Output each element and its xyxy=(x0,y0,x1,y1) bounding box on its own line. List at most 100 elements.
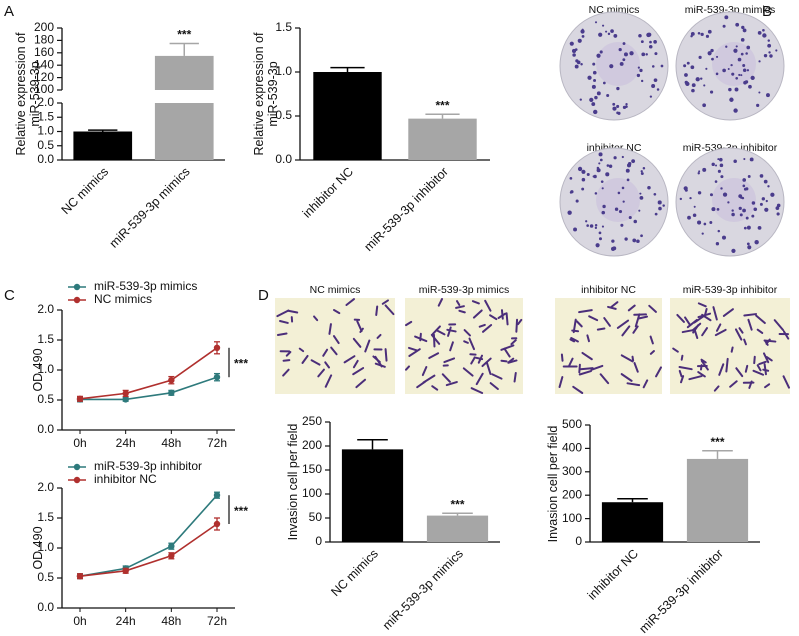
colony xyxy=(731,209,734,212)
point xyxy=(213,344,221,351)
colony xyxy=(700,77,703,80)
colony xyxy=(762,33,767,38)
colony xyxy=(589,97,594,102)
cell xyxy=(484,299,492,312)
cell xyxy=(287,309,299,314)
y-tick-label: 0 xyxy=(315,534,322,548)
cell xyxy=(298,347,305,353)
cell xyxy=(586,334,590,343)
y-tick-label: 1.5 xyxy=(37,510,54,524)
colony xyxy=(618,209,623,214)
y-axis-label: Relative expression of miR-539-3p xyxy=(252,32,280,156)
colony xyxy=(653,192,657,196)
colony xyxy=(575,199,579,203)
cell xyxy=(744,364,749,373)
colony xyxy=(775,49,778,52)
cell xyxy=(384,304,395,316)
colony xyxy=(721,235,727,240)
colony xyxy=(567,210,572,215)
colony xyxy=(569,41,574,46)
cell xyxy=(372,355,381,364)
colony xyxy=(679,197,683,201)
cell xyxy=(324,361,331,369)
y-axis-label: Invasion cell per field xyxy=(546,425,560,542)
panel-letter: D xyxy=(258,287,269,304)
plate-center xyxy=(596,178,640,222)
cell xyxy=(570,336,579,343)
y-tick-label: 400 xyxy=(562,441,582,455)
colony xyxy=(573,227,578,232)
colony xyxy=(598,237,602,241)
colony xyxy=(599,50,603,54)
x-tick-label: 24h xyxy=(116,436,136,450)
colony xyxy=(623,52,628,57)
series-line xyxy=(80,376,218,401)
colony xyxy=(631,159,636,164)
cell xyxy=(714,328,727,337)
colony xyxy=(715,72,719,76)
legend-marker xyxy=(73,296,81,304)
colony xyxy=(592,70,597,75)
colony xyxy=(649,40,652,44)
panel-letter: A xyxy=(4,3,14,20)
colony xyxy=(749,157,754,162)
point xyxy=(168,377,175,384)
y-tick-label: 180 xyxy=(34,33,54,47)
bar xyxy=(426,515,489,542)
cell xyxy=(712,306,718,321)
cell xyxy=(697,371,706,378)
colony xyxy=(745,52,748,55)
colony xyxy=(727,201,730,204)
colony xyxy=(741,25,745,30)
cell xyxy=(632,325,639,334)
colony xyxy=(763,179,768,184)
cell xyxy=(782,375,790,389)
cell xyxy=(581,351,593,361)
cell xyxy=(470,387,484,394)
colony xyxy=(710,48,714,53)
colony xyxy=(596,168,601,173)
cell xyxy=(489,382,499,390)
cell xyxy=(481,357,492,368)
colony xyxy=(719,163,724,168)
colony xyxy=(641,52,646,57)
series-line xyxy=(79,494,218,577)
cell xyxy=(729,380,738,388)
colony xyxy=(662,204,665,207)
colony xyxy=(690,65,695,70)
colony xyxy=(601,187,604,190)
cell xyxy=(763,339,777,343)
colony xyxy=(709,193,713,197)
cell xyxy=(437,298,444,307)
colony xyxy=(690,31,695,36)
cell xyxy=(513,371,517,383)
colony xyxy=(711,162,715,167)
colony xyxy=(683,64,687,68)
cell xyxy=(431,385,439,391)
colony xyxy=(616,86,620,91)
legend-label: inhibitor NC xyxy=(94,472,157,486)
colony xyxy=(633,219,638,224)
y-tick-label: 0.5 xyxy=(37,570,54,584)
cell xyxy=(279,319,289,324)
colony xyxy=(715,164,718,167)
bar xyxy=(686,458,749,542)
cell xyxy=(588,315,599,322)
cell xyxy=(500,359,508,363)
colony xyxy=(618,47,622,52)
colony xyxy=(639,195,644,200)
colony xyxy=(610,246,616,251)
colony xyxy=(595,243,600,248)
colony xyxy=(621,155,624,159)
colony xyxy=(599,158,603,162)
colony xyxy=(574,48,578,51)
y-tick-label: 2.0 xyxy=(37,302,54,316)
cell xyxy=(384,348,388,362)
plate-center xyxy=(596,42,640,86)
colony xyxy=(587,75,592,80)
colony xyxy=(751,214,755,218)
cell xyxy=(678,366,693,371)
colony xyxy=(754,240,759,245)
colony xyxy=(697,191,702,195)
